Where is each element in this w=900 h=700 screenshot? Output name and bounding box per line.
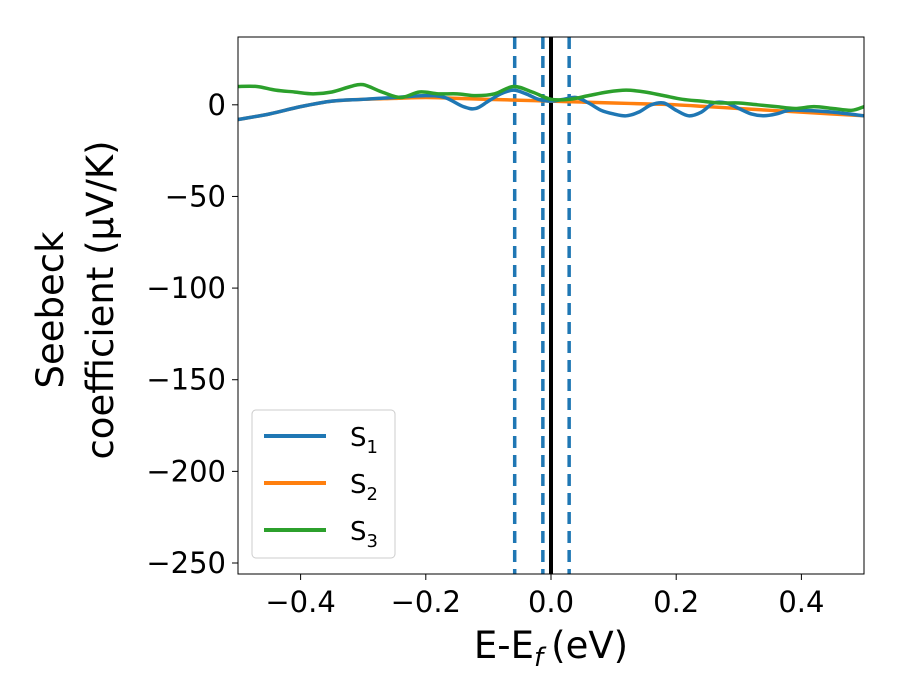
legend-label-s3: S3: [350, 517, 378, 552]
series-lines: [238, 82, 864, 122]
x-axis-label: E-Ef (eV): [474, 624, 628, 673]
x-tick-label: −0.4: [265, 585, 335, 619]
y-axis-label-line2: coefficient (μV/K): [79, 140, 122, 459]
x-tick-label: 0.2: [653, 585, 699, 619]
y-tick-label: −150: [146, 363, 226, 397]
y-axis-ticks: 0 −50 −100 −150 −200 −250: [146, 88, 238, 580]
vertical-lines: [512, 37, 571, 574]
series-line-s1: [238, 88, 864, 122]
series-line-s3: [238, 82, 864, 113]
x-tick-label: 0.4: [778, 585, 824, 619]
y-tick-label: −100: [146, 271, 226, 305]
x-axis-ticks: −0.4 −0.2 0.0 0.2 0.4: [265, 574, 824, 619]
legend-label-s1: S1: [350, 423, 378, 458]
y-tick-label: 0: [208, 88, 226, 122]
y-tick-label: −250: [146, 546, 226, 580]
legend: S1 S2 S3: [251, 409, 396, 559]
y-tick-label: −200: [146, 454, 226, 488]
y-axis-label-line1: Seebeck: [29, 231, 72, 389]
legend-label-s2: S2: [350, 470, 378, 505]
y-tick-label: −50: [165, 179, 226, 213]
x-tick-label: −0.2: [391, 585, 461, 619]
x-tick-label: 0.0: [528, 585, 574, 619]
